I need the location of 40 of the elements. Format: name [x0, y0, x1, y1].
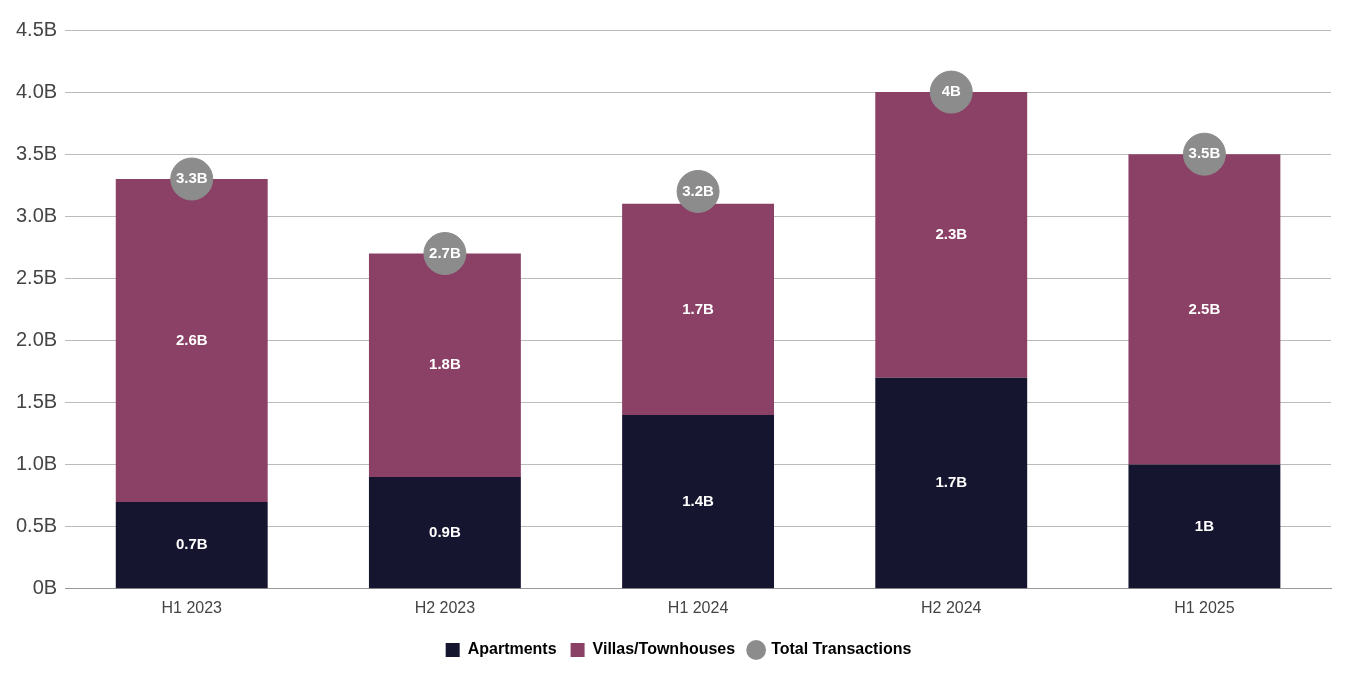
y-tick-label: 0.5B: [15, 514, 58, 537]
legend-label: Total Transactions: [771, 640, 912, 658]
x-tick-label: H2 2024: [920, 598, 982, 616]
x-tick-label: H1 2025: [1174, 598, 1235, 616]
y-tick-label: 2.5B: [15, 265, 58, 288]
data-label: 4B: [941, 82, 961, 100]
bar: [622, 414, 775, 589]
y-tick-label: 4.0B: [15, 79, 58, 102]
y-tick-label: 0B: [32, 576, 58, 599]
x-tick-label: H1 2023: [161, 598, 223, 616]
data-label: 2.6B: [175, 330, 208, 348]
y-tick-label: 1.0B: [15, 452, 58, 475]
data-label: 1.7B: [935, 473, 968, 491]
y-tick-label: 1.5B: [15, 390, 58, 413]
legend-label: Apartments: [467, 640, 557, 658]
bar: [875, 377, 1028, 589]
bar: [1128, 464, 1281, 589]
point: [929, 70, 973, 114]
data-label: 2.7B: [429, 243, 461, 261]
data-label: 2.5B: [1188, 299, 1221, 317]
y-tick-label: 2.0B: [15, 327, 58, 350]
data-label: 3.3B: [175, 169, 208, 187]
y-tick-label: 3.5B: [15, 141, 58, 164]
y-tick-label: 4.5B: [15, 17, 58, 40]
bar: [115, 501, 268, 589]
data-label: 1B: [1194, 516, 1215, 534]
x-tick-label: H2 2023: [414, 598, 476, 616]
bar: [622, 203, 775, 415]
data-label: 1.8B: [429, 355, 461, 373]
data-label: 3.2B: [682, 181, 715, 199]
bar: [368, 477, 521, 589]
y-tick-label: 3.0B: [15, 203, 58, 226]
data-label: 1.7B: [682, 299, 715, 317]
data-label: 0.9B: [429, 522, 461, 540]
x-tick-label: H1 2024: [667, 598, 729, 616]
data-label: 0.7B: [175, 535, 208, 553]
data-label: 2.3B: [935, 225, 968, 243]
legend-label: Villas/Townhouses: [592, 640, 736, 658]
data-label: 3.5B: [1188, 144, 1221, 162]
data-label: 1.4B: [682, 491, 715, 509]
